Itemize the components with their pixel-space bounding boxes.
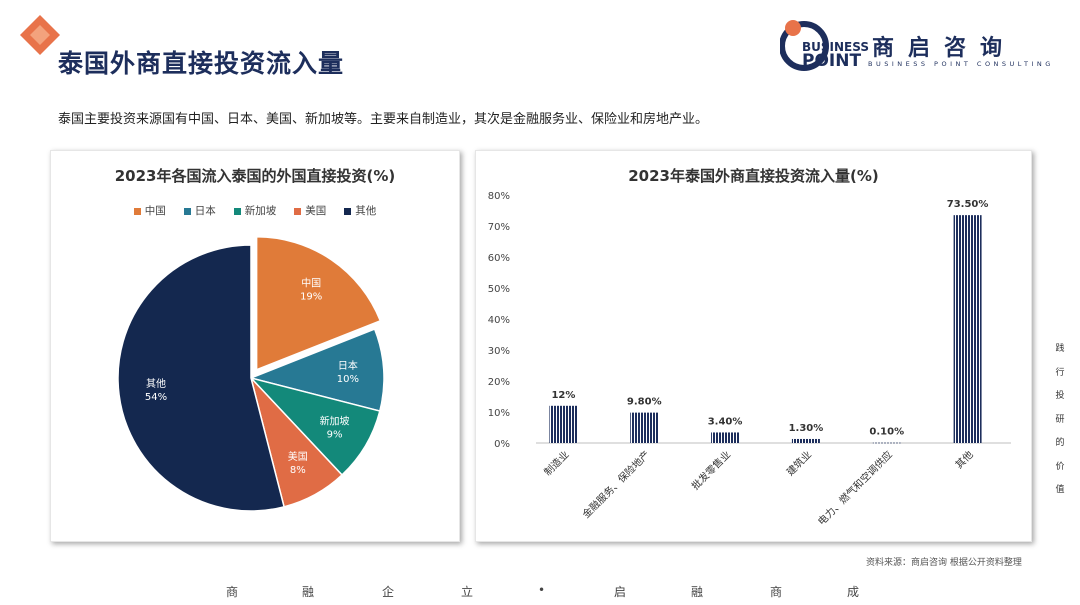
y-tick-label: 40% <box>488 315 510 326</box>
pie-chart: 中国 19% 日本 10% 新加坡 9% 美国 8% 其他 54% <box>117 235 385 512</box>
legend-swatch <box>344 207 352 215</box>
pie-slice-0 <box>255 235 382 371</box>
pie-legend-item: 中国 <box>133 203 166 218</box>
y-tick-label: 30% <box>488 346 510 357</box>
pie-slice-label: 中国 <box>301 276 321 289</box>
bar-0 <box>549 405 578 443</box>
bar-1 <box>630 412 659 443</box>
y-tick-label: 20% <box>488 377 510 388</box>
bar-chart: 0% 10% 20% 30% 40% 50% 60% 70% 80% 12% 制造业 9.80% 金融服… <box>488 191 1011 528</box>
x-category-label: 制造业 <box>541 448 571 478</box>
side-char: 践 <box>1055 344 1065 354</box>
side-char: 行 <box>1055 367 1065 378</box>
side-char: 研 <box>1055 414 1065 425</box>
bar-value-label: 9.80% <box>627 397 662 408</box>
pie-legend-item: 日本 <box>183 203 216 218</box>
page-title: 泰国外商直接投资流入量 <box>58 49 345 78</box>
pie-slice-label: 日本 <box>338 359 358 372</box>
pie-slice-label: 美国 <box>288 450 308 463</box>
side-slogan: 践行投研的价值 <box>1054 338 1066 503</box>
side-char: 投 <box>1055 391 1065 401</box>
y-tick-label: 70% <box>488 222 510 233</box>
legend-label: 其他 <box>355 205 377 217</box>
y-tick-label: 0% <box>494 439 510 450</box>
bar-chart-panel: 2023年泰国外商直接投资流入量(%) 0% 10% 20% 30% 40% 50% 60%… <box>475 150 1032 542</box>
bar-4 <box>872 442 901 444</box>
y-tick-label: 60% <box>488 253 510 264</box>
legend-swatch <box>133 207 141 215</box>
footer-char: 商 <box>770 585 783 599</box>
pie-chart-title: 2023年各国流入泰国的外国直接投资(%) <box>114 167 396 185</box>
legend-label: 新加坡 <box>244 205 277 217</box>
bar-5 <box>953 215 982 443</box>
bar-3 <box>791 438 820 443</box>
footer-char: 立 <box>461 585 474 599</box>
y-tick-label: 50% <box>488 284 510 295</box>
pie-slice-value: 54% <box>145 392 167 403</box>
side-char: 的 <box>1055 438 1065 448</box>
source-note: 资料来源：商启咨询 根据公开资料整理 <box>866 558 1022 568</box>
pie-slice-value: 8% <box>290 465 306 476</box>
brand-tagline: BUSINESS POINT CONSULTING <box>868 60 1054 68</box>
pie-legend-item: 美国 <box>294 203 326 218</box>
pie-legend-item: 新加坡 <box>233 203 277 218</box>
bar-value-label: 12% <box>551 390 575 401</box>
bar-2 <box>711 432 740 443</box>
pie-slice-1 <box>248 328 385 412</box>
bar-value-label: 3.40% <box>708 416 743 427</box>
legend-label: 日本 <box>194 205 216 217</box>
x-category-label: 批发零售业 <box>689 448 734 493</box>
footer-char: 融 <box>691 585 704 599</box>
bar-value-label: 1.30% <box>789 423 824 434</box>
y-tick-label: 10% <box>488 408 510 419</box>
footer-char: 企 <box>382 585 395 599</box>
pie-slice-4 <box>117 244 285 512</box>
bar-value-label: 0.10% <box>869 427 904 438</box>
pie-chart-panel: 2023年各国流入泰国的外国直接投资(%) 中国 日本 新加坡 美国 其他 中国 19% 日… <box>50 150 460 542</box>
brand-logo: BUSINESS POINT <box>780 20 869 71</box>
brand-en-bottom: POINT <box>802 51 861 71</box>
pie-slice-label: 其他 <box>146 377 166 390</box>
footer-slogan: 商 融 企 立 • 启 融 商 成 <box>0 583 1080 599</box>
pie-legend-item: 其他 <box>344 203 376 218</box>
side-char: 值 <box>1055 485 1065 495</box>
side-char: 价 <box>1055 461 1065 472</box>
subtitle: 泰国主要投资来源国有中国、日本、美国、新加坡等。主要来自制造业，其次是金融服务业… <box>58 112 709 127</box>
legend-swatch <box>233 207 241 215</box>
brand-cn: 商启咨询 <box>872 36 1017 61</box>
footer-char: 融 <box>302 585 315 599</box>
pie-slice-value: 9% <box>327 429 343 440</box>
pie-slice-value: 10% <box>337 374 359 385</box>
x-category-label: 金融服务、保险地产 <box>580 448 653 521</box>
footer-char: 启 <box>614 585 627 599</box>
x-category-label: 其他 <box>952 448 975 471</box>
bar-chart-title: 2023年泰国外商直接投资流入量(%) <box>628 167 879 185</box>
legend-label: 美国 <box>305 205 327 217</box>
legend-label: 中国 <box>144 205 166 217</box>
pie-slice-value: 19% <box>300 291 322 302</box>
x-category-label: 电力、燃气和空调供应 <box>815 448 895 528</box>
x-category-label: 建筑业 <box>784 448 814 478</box>
legend-swatch <box>183 207 191 215</box>
footer-char: 成 <box>847 585 860 599</box>
pie-slice-label: 新加坡 <box>320 414 350 427</box>
brand-en-top: BUSINESS <box>802 40 869 54</box>
legend-swatch <box>294 207 302 215</box>
footer-char: • <box>538 583 546 597</box>
footer-char: 商 <box>226 585 239 599</box>
y-tick-label: 80% <box>488 191 510 202</box>
pie-legend: 中国 日本 新加坡 美国 其他 <box>51 203 459 218</box>
corner-decoration <box>20 15 60 55</box>
bar-value-label: 73.50% <box>947 199 989 210</box>
